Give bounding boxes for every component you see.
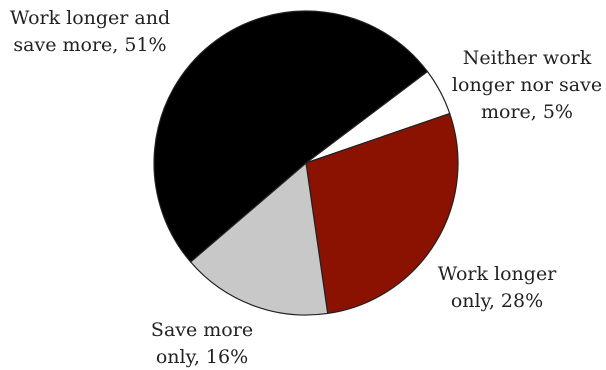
pie-slice-save-more-only <box>189 161 329 316</box>
pie-label-line: Work longer and <box>10 7 170 29</box>
pie-label-line: Neither work <box>463 47 592 69</box>
pie-labels: Work longer and save more, 51% Neither wor… <box>10 7 602 368</box>
pie-slice-work-longer-only <box>305 112 459 315</box>
pie-label-work-longer-only: Work longer only, 28% <box>438 263 557 312</box>
pie-label-line: save more, 51% <box>13 34 166 56</box>
pie-label-line: longer nor save <box>452 74 602 96</box>
pie-label-line: more, 5% <box>481 101 573 123</box>
pie-label-line: Save more <box>151 319 253 341</box>
pie-label-save-more-only: Save more only, 16% <box>151 319 253 368</box>
pie-label-line: only, 28% <box>451 290 543 312</box>
pie-label-line: only, 16% <box>156 346 248 368</box>
pie-label-work-longer-and-save-more: Work longer and save more, 51% <box>10 7 170 56</box>
pie-label-neither-work-longer-nor-save-more: Neither work longer nor save more, 5% <box>452 47 602 123</box>
pie-slice-work-longer-and-save-more <box>153 10 429 263</box>
pie-slices <box>153 10 459 316</box>
pie-label-line: Work longer <box>438 263 557 285</box>
